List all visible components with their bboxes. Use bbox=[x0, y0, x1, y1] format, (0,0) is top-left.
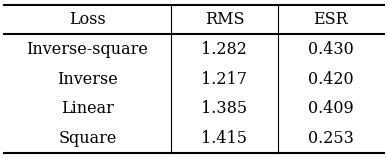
Text: ESR: ESR bbox=[314, 11, 348, 28]
Text: 1.282: 1.282 bbox=[201, 41, 248, 58]
Text: 1.415: 1.415 bbox=[201, 130, 248, 147]
Text: Inverse-square: Inverse-square bbox=[27, 41, 149, 58]
Text: 0.409: 0.409 bbox=[308, 100, 354, 117]
Text: Loss: Loss bbox=[69, 11, 106, 28]
Text: 1.385: 1.385 bbox=[201, 100, 248, 117]
Text: Inverse: Inverse bbox=[57, 70, 118, 88]
Text: Linear: Linear bbox=[61, 100, 114, 117]
Text: RMS: RMS bbox=[204, 11, 244, 28]
Text: 0.253: 0.253 bbox=[308, 130, 354, 147]
Text: 0.430: 0.430 bbox=[308, 41, 354, 58]
Text: 1.217: 1.217 bbox=[201, 70, 248, 88]
Text: 0.420: 0.420 bbox=[308, 70, 354, 88]
Text: Square: Square bbox=[58, 130, 117, 147]
